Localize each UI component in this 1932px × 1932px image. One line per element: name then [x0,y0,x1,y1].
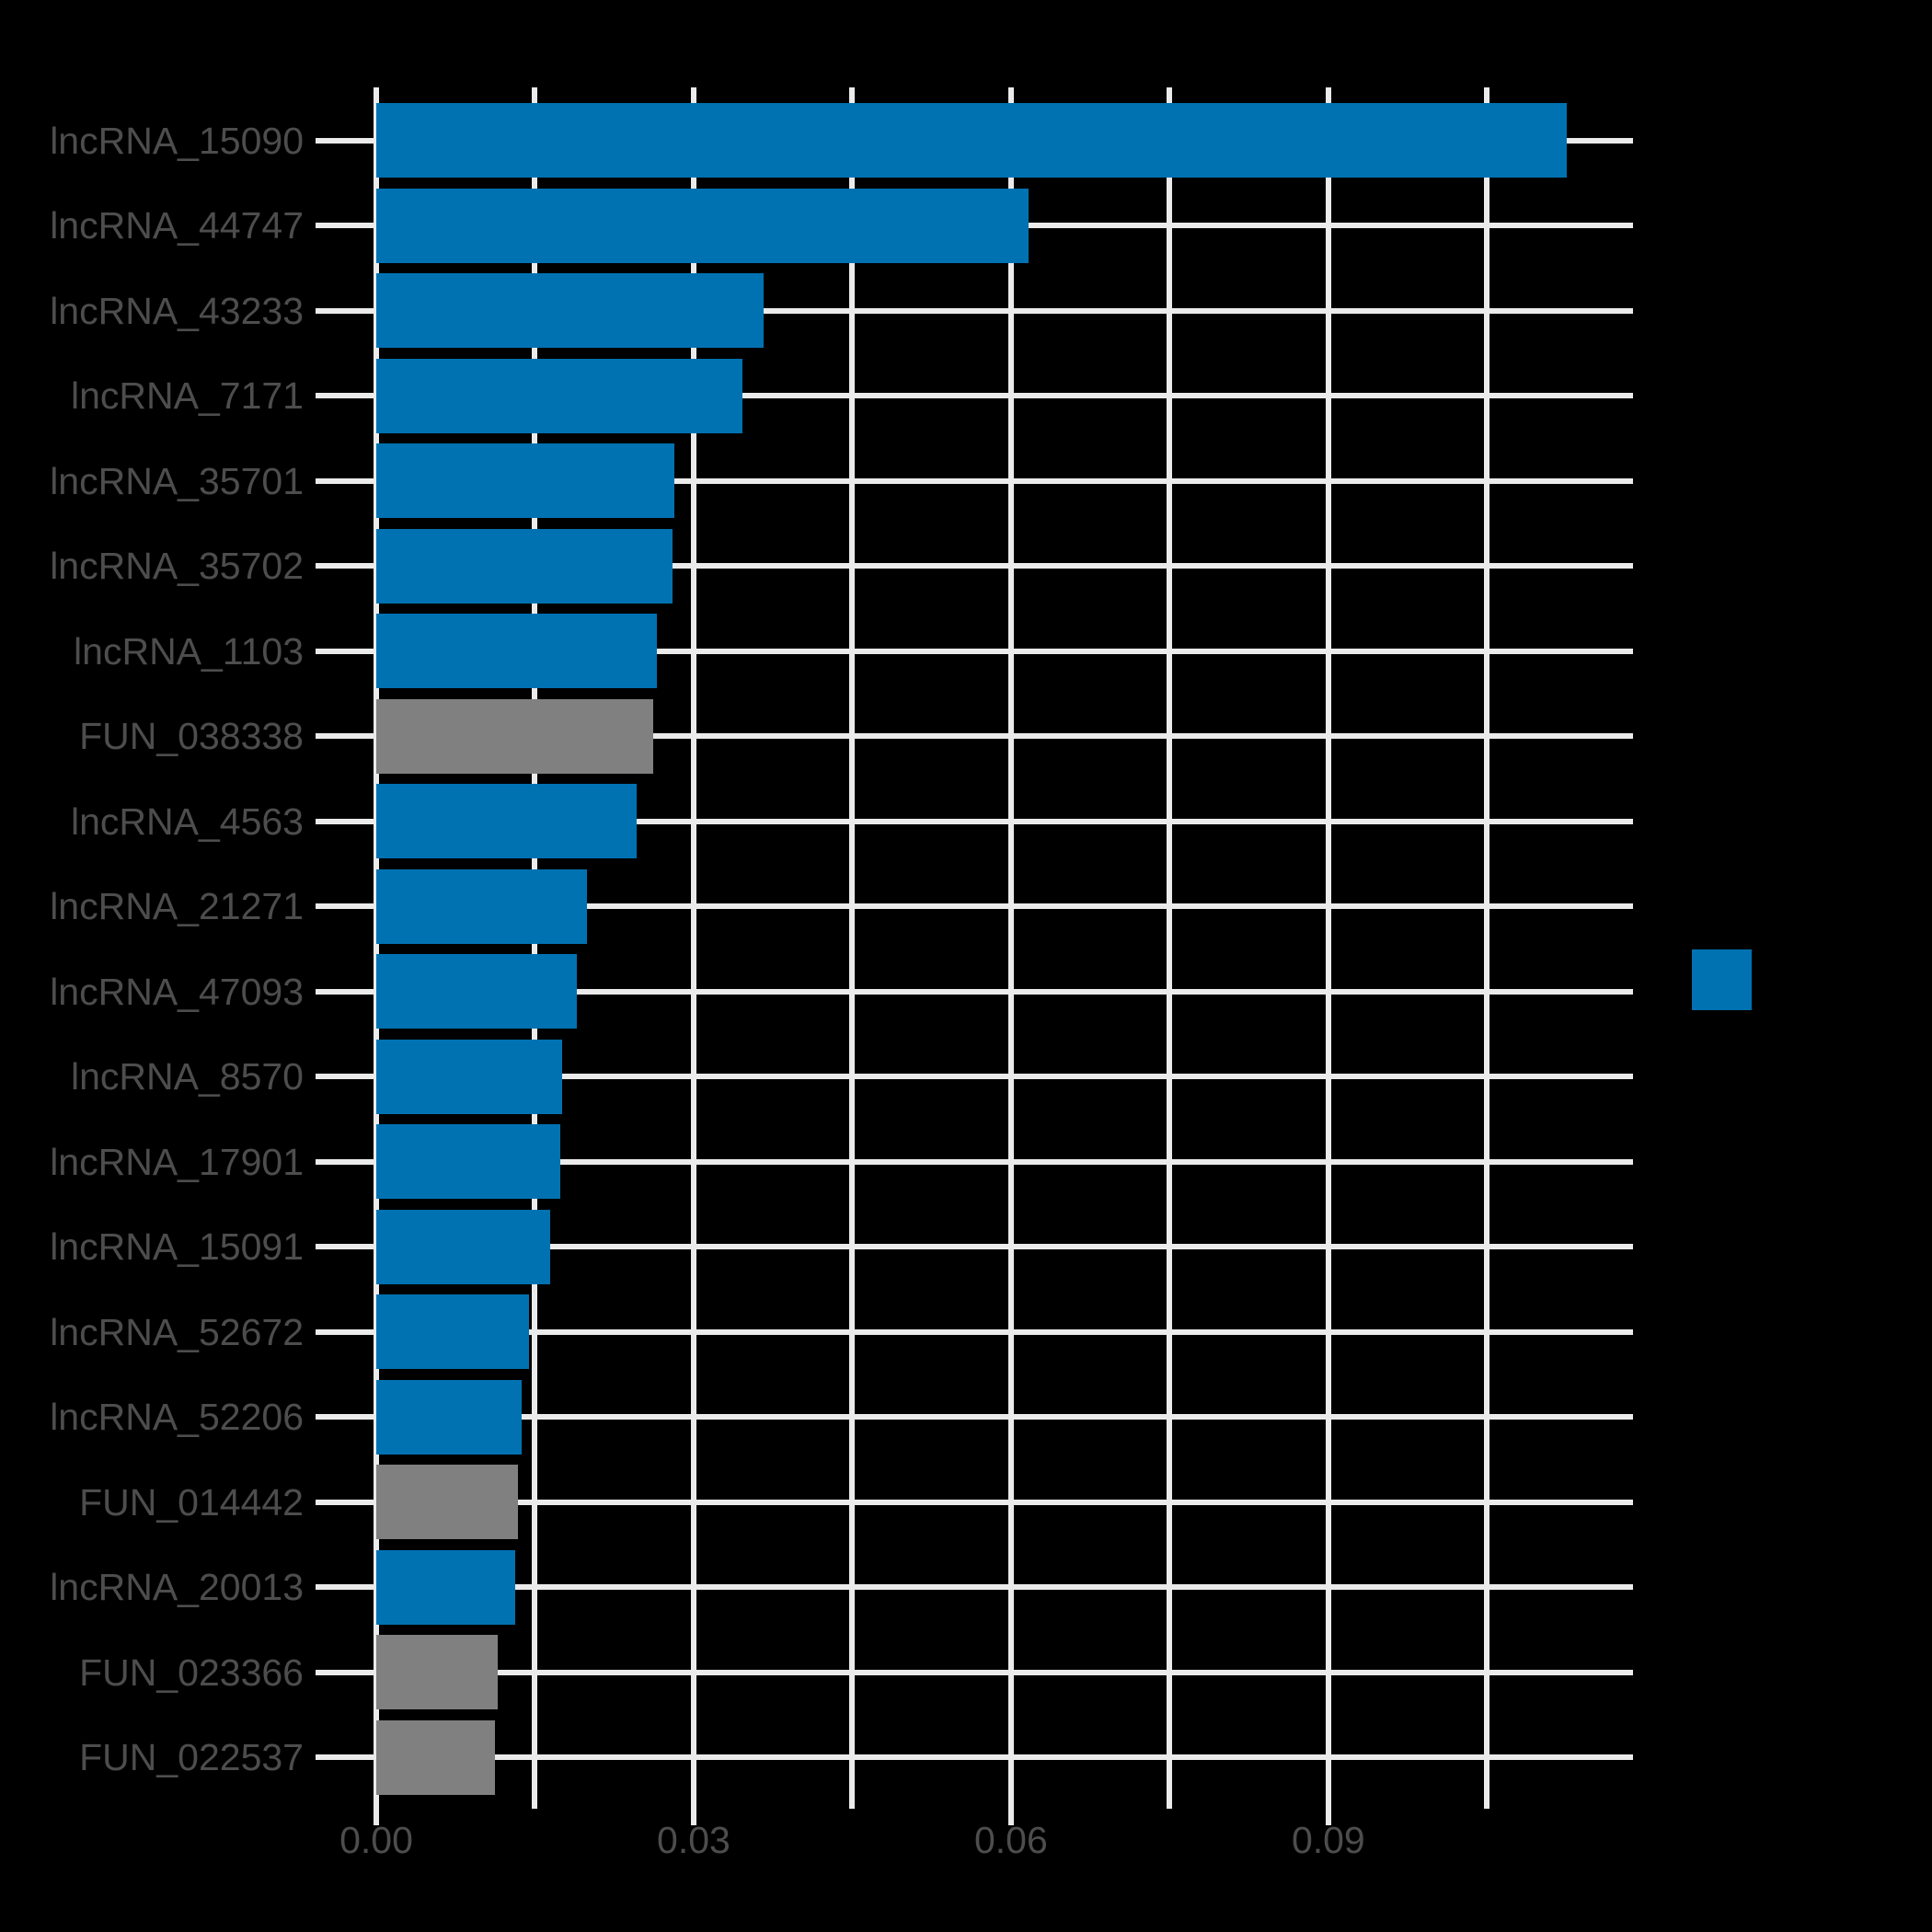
y-gridline [376,477,1633,484]
y-axis-label-lncRNA_4563: lncRNA_4563 [71,799,304,843]
bar-lncRNA_1103 [376,614,657,688]
bar-lncRNA_35702 [376,528,673,604]
bar-lncRNA_44747 [376,188,1029,263]
y-gridline [376,1074,1633,1079]
x-axis-label-0.06: 0.06 [973,1819,1048,1861]
x-gridline [532,87,538,1809]
y-gridline [376,1244,1633,1249]
y-gridline [376,988,1633,995]
y-tick [316,648,376,654]
bar-lncRNA_15090 [376,103,1567,178]
y-axis-label-lncRNA_35701: lncRNA_35701 [50,459,304,502]
x-tick [1007,1809,1014,1825]
x-gridline [1007,87,1014,1809]
y-axis-label-FUN_023366: FUN_023366 [79,1650,304,1694]
bar-lncRNA_7171 [376,358,742,433]
x-axis-label-0.09: 0.09 [1291,1819,1365,1861]
y-axis-label-lncRNA_21271: lncRNA_21271 [50,885,304,927]
y-tick [316,1158,376,1165]
bar-FUN_014442 [376,1465,519,1539]
y-axis-label-lncRNA_44747: lncRNA_44747 [50,204,304,247]
y-tick [316,903,376,909]
y-tick [316,563,376,569]
y-axis-label-lncRNA_15090: lncRNA_15090 [50,119,304,162]
y-tick [316,1499,376,1505]
legend-key-swatch [1692,949,1752,1010]
y-tick [316,307,376,314]
y-gridline [376,903,1633,909]
x-tick [374,1809,379,1825]
bar-lncRNA_52206 [376,1379,522,1455]
y-tick [316,1074,376,1079]
y-gridline [376,1584,1633,1590]
y-gridline [376,563,1633,569]
bar-lncRNA_43233 [376,273,764,348]
bar-lncRNA_35701 [376,443,675,518]
y-tick [316,988,376,995]
y-gridline [376,1414,1633,1420]
plot-panel [374,87,1633,1809]
y-tick [316,393,376,398]
x-axis-label-0.03: 0.03 [657,1819,730,1861]
y-gridline [376,1754,1633,1760]
y-gridline [376,648,1633,654]
y-gridline [376,307,1633,314]
y-axis-label-lncRNA_7171: lncRNA_7171 [71,374,304,417]
x-gridline [690,87,696,1809]
bar-lncRNA_47093 [376,954,578,1029]
y-axis-label-lncRNA_20013: lncRNA_20013 [50,1566,304,1608]
y-tick [316,223,376,228]
x-tick [1325,1809,1331,1825]
bar-lncRNA_17901 [376,1124,561,1199]
y-gridline [376,818,1633,824]
x-gridline [849,87,856,1809]
y-axis-label-lncRNA_52206: lncRNA_52206 [50,1396,304,1438]
bar-lncRNA_4563 [376,784,637,858]
y-gridline [376,1328,1633,1335]
y-gridline [376,1158,1633,1165]
bar-FUN_022537 [376,1719,495,1795]
y-tick [316,137,376,144]
x-gridline [1325,87,1331,1809]
bar-lncRNA_20013 [376,1549,515,1625]
y-tick [316,1328,376,1335]
y-axis-label-lncRNA_8570: lncRNA_8570 [71,1055,304,1098]
y-gridline [376,1499,1633,1505]
bar-FUN_038338 [376,698,654,774]
y-axis-label-lncRNA_15091: lncRNA_15091 [50,1225,304,1268]
y-axis-label-lncRNA_1103: lncRNA_1103 [74,629,304,673]
y-tick [316,818,376,824]
x-gridline [374,87,379,1809]
y-tick [316,1244,376,1249]
x-gridline [1484,87,1490,1809]
bar-lncRNA_8570 [376,1039,563,1114]
x-axis-label-0.00: 0.00 [339,1819,413,1861]
y-axis-label-FUN_022537: FUN_022537 [79,1736,304,1778]
y-axis-label-FUN_038338: FUN_038338 [79,715,304,757]
y-axis-label-lncRNA_47093: lncRNA_47093 [50,970,304,1013]
y-gridline [376,733,1633,739]
y-axis-label-lncRNA_17901: lncRNA_17901 [50,1140,304,1183]
x-gridline [1167,87,1173,1809]
y-tick [316,1754,376,1760]
bar-lncRNA_21271 [376,868,587,944]
y-tick [316,477,376,484]
y-axis-label-FUN_014442: FUN_014442 [79,1480,304,1524]
bar-lncRNA_15091 [376,1209,550,1284]
y-axis-label-lncRNA_43233: lncRNA_43233 [50,289,304,332]
y-tick [316,1584,376,1590]
y-gridline [376,393,1633,398]
y-tick [316,1414,376,1420]
y-tick [316,1669,376,1675]
y-tick [316,733,376,739]
bar-FUN_023366 [376,1635,499,1709]
y-axis-label-lncRNA_35702: lncRNA_35702 [50,545,304,587]
x-tick [690,1809,696,1825]
y-axis-label-lncRNA_52672: lncRNA_52672 [50,1310,304,1353]
y-gridline [376,1669,1633,1675]
bar-lncRNA_52672 [376,1294,529,1369]
